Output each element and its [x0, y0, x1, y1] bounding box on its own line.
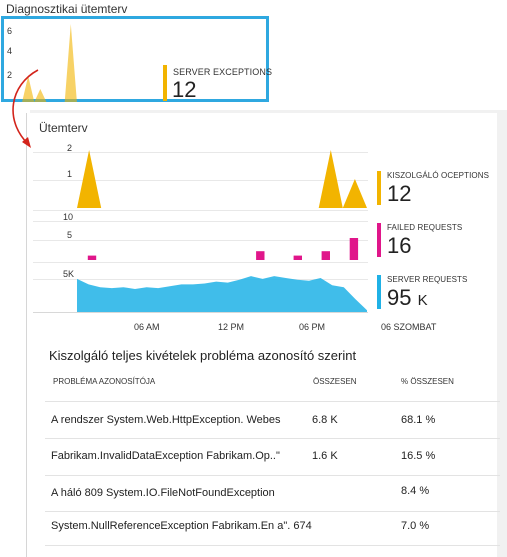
gridline [33, 210, 368, 211]
gridline [33, 279, 368, 280]
kpi-color-bar [377, 171, 381, 205]
mini-tile-title: Diagnosztikai ütemterv [6, 2, 128, 16]
col-header-problem-id[interactable]: PROBLÉMA AZONOSÍTÓJA [53, 377, 156, 386]
kpi-label: KISZOLGÁLÓ OCEPTIONS [387, 171, 490, 180]
table-row[interactable]: A háló 809 System.IO.FileNotFoundExcepti… [45, 476, 500, 512]
kpi-color-bar [377, 275, 381, 309]
cell-percent: 7.0 % [401, 520, 430, 532]
kpi-exceptions[interactable]: KISZOLGÁLÓ OCEPTIONS 12 [377, 169, 497, 209]
kpi-server-requests[interactable]: SERVER REQUESTS 95 K [377, 273, 497, 313]
diagnostic-timeline-tile[interactable]: 6 4 2 SERVER EXCEPTIONS 12 [1, 16, 273, 102]
bar[interactable] [293, 255, 302, 260]
timeline-blade [26, 113, 497, 557]
cell-problem-id: System.NullReferenceException Fabrikam.E… [51, 520, 312, 532]
failed-requests-chart[interactable] [77, 216, 367, 260]
y-tick: 2 [67, 143, 73, 153]
gridline [33, 152, 368, 153]
blade-title: Ütemterv [39, 121, 88, 135]
kpi-color-bar [377, 223, 381, 257]
row-divider [45, 438, 500, 439]
cell-problem-id: Fabrikam.InvalidDataException Fabrikam.O… [51, 450, 280, 462]
x-tick: 06 PM [299, 322, 326, 332]
table-title: Kiszolgáló teljes kivételek probléma azo… [49, 348, 357, 363]
red-arrow-icon [12, 69, 39, 148]
mini-y-tick: 4 [7, 46, 13, 56]
kpi-value: 95 K [387, 285, 428, 311]
kpi-value-number: 95 [387, 285, 412, 310]
gridline [33, 262, 368, 263]
kpi-failed-requests[interactable]: FAILED REQUESTS 16 [377, 221, 497, 261]
mini-y-tick: 6 [7, 26, 13, 36]
row-divider [45, 475, 500, 476]
cell-percent: 68.1 % [401, 414, 436, 426]
table-row[interactable]: System.NullReferenceException Fabrikam.E… [45, 512, 500, 548]
cell-problem-id: A rendszer System.Web.HttpException. Web… [51, 414, 281, 426]
gridline [33, 221, 368, 222]
cell-percent: 8.4 % [401, 485, 430, 497]
bar[interactable] [349, 238, 359, 260]
mini-kpi-value: 12 [172, 77, 197, 102]
table-row[interactable]: A rendszer System.Web.HttpException. Web… [45, 402, 500, 438]
kpi-label: SERVER REQUESTS [387, 275, 468, 284]
x-tick: 06 AM [134, 322, 160, 332]
series-area [77, 150, 367, 208]
server-requests-chart[interactable] [77, 266, 367, 312]
cell-total: 1.6 K [312, 450, 338, 462]
kpi-unit: K [417, 292, 428, 309]
col-header-total[interactable]: ÖSSZESEN [313, 377, 357, 386]
x-tick: 06 SZOMBAT [381, 322, 437, 332]
mini-kpi-color-bar [163, 65, 167, 101]
y-tick: 5 [67, 230, 73, 240]
cell-problem-id: A háló 809 System.IO.FileNotFoundExcepti… [51, 487, 275, 499]
exceptions-chart[interactable] [77, 150, 367, 208]
mini-kpi-label: SERVER EXCEPTIONS [173, 67, 273, 77]
mini-y-tick: 2 [7, 70, 13, 80]
y-tick: 5K [63, 269, 75, 279]
x-tick: 12 PM [218, 322, 245, 332]
y-tick: 1 [67, 169, 73, 179]
bar[interactable] [321, 251, 330, 260]
cell-total: 6.8 K [312, 414, 338, 426]
table-row[interactable]: Fabrikam.InvalidDataException Fabrikam.O… [45, 439, 500, 475]
y-tick: 10 [63, 212, 74, 222]
bar[interactable] [256, 251, 265, 260]
col-header-percent[interactable]: % ÖSSZESEN [401, 377, 454, 386]
x-axis-line [33, 312, 368, 313]
kpi-value: 16 [387, 233, 412, 258]
cell-percent: 16.5 % [401, 450, 436, 462]
gridline [33, 240, 368, 241]
gridline [33, 180, 368, 181]
row-divider [45, 545, 500, 546]
series-area [16, 24, 156, 102]
mini-exceptions-chart [16, 24, 156, 102]
bar[interactable] [87, 255, 97, 260]
kpi-value: 12 [387, 181, 412, 206]
series-area [77, 276, 367, 312]
kpi-label: FAILED REQUESTS [387, 223, 463, 232]
row-divider [45, 401, 500, 402]
row-divider [45, 511, 500, 512]
